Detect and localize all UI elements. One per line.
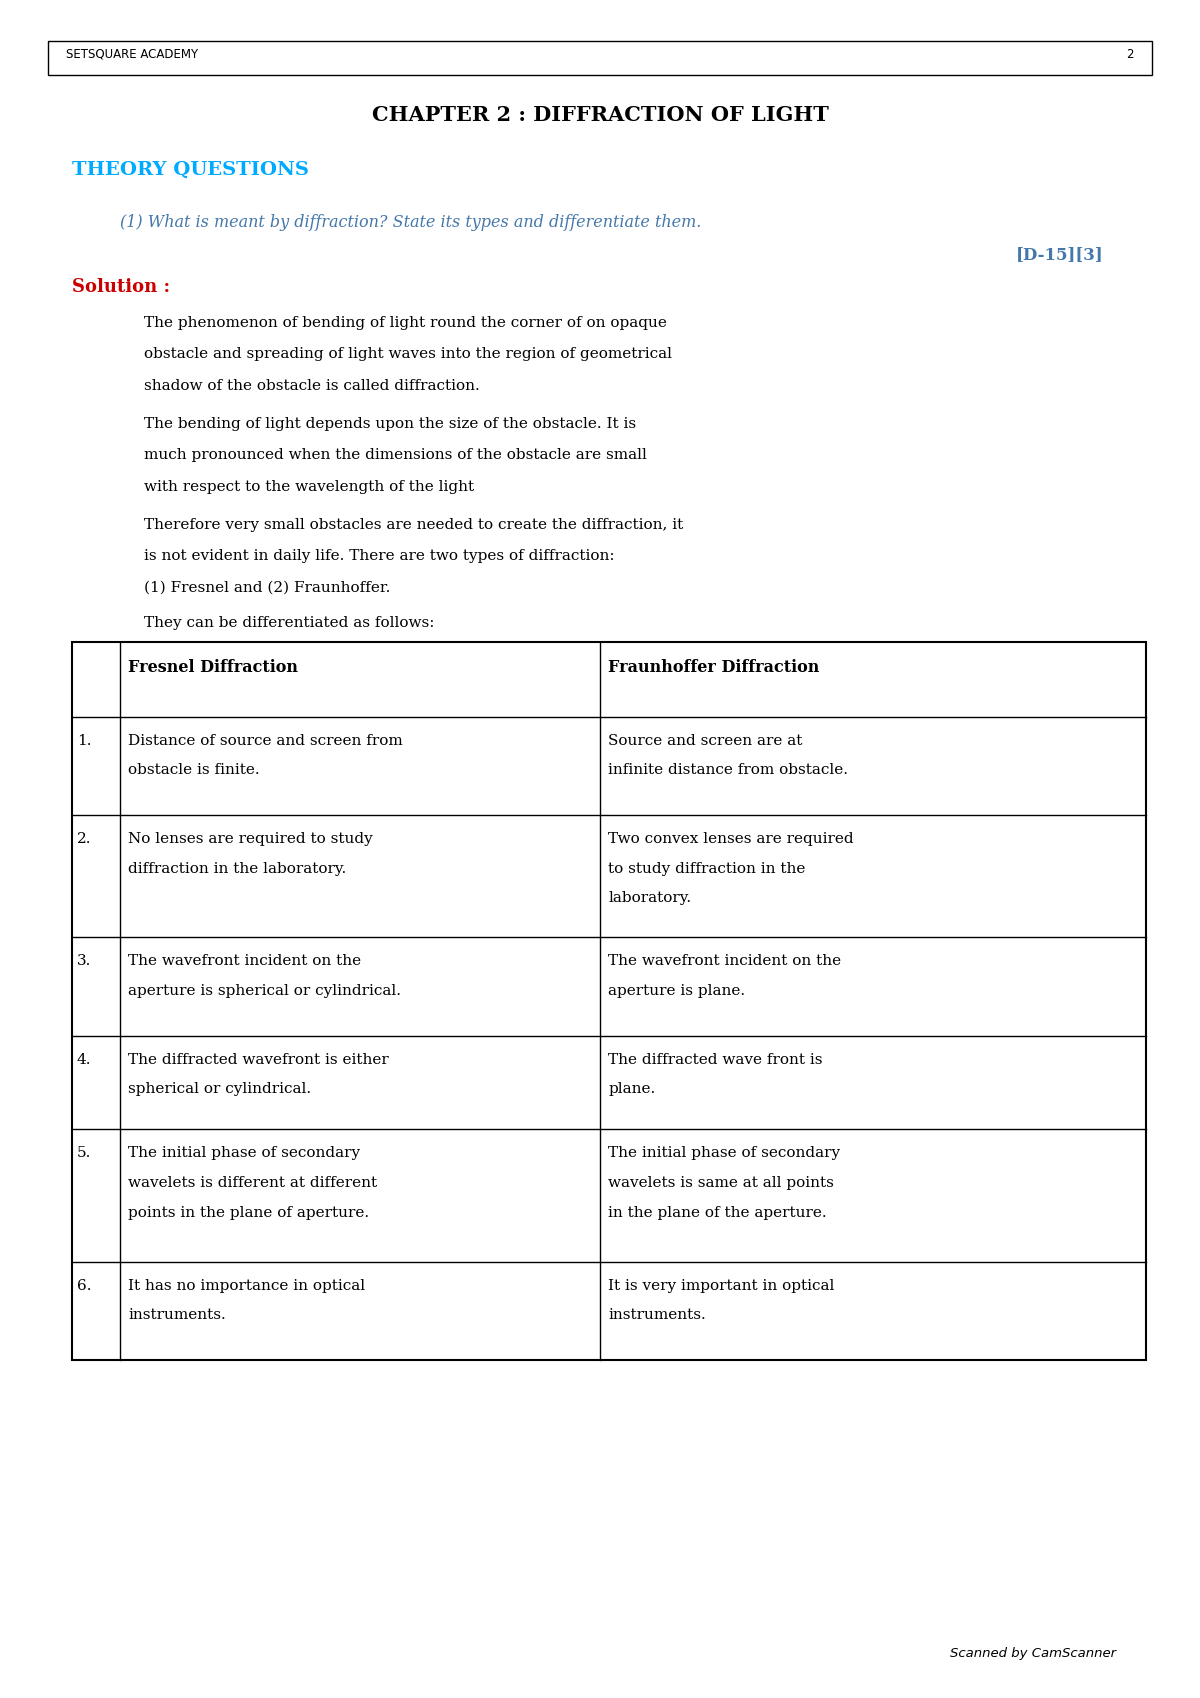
Text: in the plane of the aperture.: in the plane of the aperture. xyxy=(608,1206,827,1219)
Text: instruments.: instruments. xyxy=(128,1309,226,1323)
Text: Two convex lenses are required: Two convex lenses are required xyxy=(608,832,854,846)
Text: Distance of source and screen from: Distance of source and screen from xyxy=(128,734,403,747)
Text: [D-15][3]: [D-15][3] xyxy=(1016,246,1104,263)
Text: CHAPTER 2 : DIFFRACTION OF LIGHT: CHAPTER 2 : DIFFRACTION OF LIGHT xyxy=(372,105,828,126)
Text: instruments.: instruments. xyxy=(608,1309,706,1323)
Text: points in the plane of aperture.: points in the plane of aperture. xyxy=(128,1206,370,1219)
Text: Scanned by CamScanner: Scanned by CamScanner xyxy=(950,1647,1116,1661)
Text: They can be differentiated as follows:: They can be differentiated as follows: xyxy=(144,615,434,630)
Text: The initial phase of secondary: The initial phase of secondary xyxy=(128,1146,360,1160)
Text: laboratory.: laboratory. xyxy=(608,891,691,905)
Text: The initial phase of secondary: The initial phase of secondary xyxy=(608,1146,840,1160)
Text: with respect to the wavelength of the light: with respect to the wavelength of the li… xyxy=(144,479,474,494)
Text: (1) Fresnel and (2) Fraunhoffer.: (1) Fresnel and (2) Fraunhoffer. xyxy=(144,581,390,594)
Text: No lenses are required to study: No lenses are required to study xyxy=(128,832,373,846)
Text: The bending of light depends upon the size of the obstacle. It is: The bending of light depends upon the si… xyxy=(144,418,636,431)
Text: is not evident in daily life. There are two types of diffraction:: is not evident in daily life. There are … xyxy=(144,548,614,564)
Text: 6.: 6. xyxy=(77,1279,91,1292)
Text: aperture is spherical or cylindrical.: aperture is spherical or cylindrical. xyxy=(128,985,401,998)
Text: aperture is plane.: aperture is plane. xyxy=(608,985,745,998)
Text: The phenomenon of bending of light round the corner of on opaque: The phenomenon of bending of light round… xyxy=(144,316,667,329)
Text: 4.: 4. xyxy=(77,1053,91,1066)
Text: plane.: plane. xyxy=(608,1083,655,1097)
Text: The wavefront incident on the: The wavefront incident on the xyxy=(608,954,841,968)
FancyBboxPatch shape xyxy=(72,642,1146,1360)
Text: Therefore very small obstacles are needed to create the diffraction, it: Therefore very small obstacles are neede… xyxy=(144,518,683,531)
Text: to study diffraction in the: to study diffraction in the xyxy=(608,863,805,876)
Text: Fraunhoffer Diffraction: Fraunhoffer Diffraction xyxy=(608,659,820,676)
Text: wavelets is different at different: wavelets is different at different xyxy=(128,1177,378,1190)
Text: (1) What is meant by diffraction? State its types and differentiate them.: (1) What is meant by diffraction? State … xyxy=(120,214,701,231)
Text: It is very important in optical: It is very important in optical xyxy=(608,1279,835,1292)
Text: much pronounced when the dimensions of the obstacle are small: much pronounced when the dimensions of t… xyxy=(144,448,647,462)
Text: 2.: 2. xyxy=(77,832,91,846)
Text: Solution :: Solution : xyxy=(72,278,170,297)
Text: infinite distance from obstacle.: infinite distance from obstacle. xyxy=(608,764,848,778)
Text: 2: 2 xyxy=(1127,48,1134,61)
Text: SETSQUARE ACADEMY: SETSQUARE ACADEMY xyxy=(66,48,198,61)
Text: 3.: 3. xyxy=(77,954,91,968)
Text: 5.: 5. xyxy=(77,1146,91,1160)
Text: THEORY QUESTIONS: THEORY QUESTIONS xyxy=(72,161,308,180)
Text: The diffracted wavefront is either: The diffracted wavefront is either xyxy=(128,1053,389,1066)
Text: The wavefront incident on the: The wavefront incident on the xyxy=(128,954,361,968)
Text: obstacle and spreading of light waves into the region of geometrical: obstacle and spreading of light waves in… xyxy=(144,348,672,362)
Text: Source and screen are at: Source and screen are at xyxy=(608,734,803,747)
FancyBboxPatch shape xyxy=(48,41,1152,75)
Text: obstacle is finite.: obstacle is finite. xyxy=(128,764,260,778)
Text: shadow of the obstacle is called diffraction.: shadow of the obstacle is called diffrac… xyxy=(144,379,480,392)
Text: wavelets is same at all points: wavelets is same at all points xyxy=(608,1177,834,1190)
Text: spherical or cylindrical.: spherical or cylindrical. xyxy=(128,1083,312,1097)
Text: Fresnel Diffraction: Fresnel Diffraction xyxy=(128,659,299,676)
Text: The diffracted wave front is: The diffracted wave front is xyxy=(608,1053,823,1066)
Text: diffraction in the laboratory.: diffraction in the laboratory. xyxy=(128,863,347,876)
Text: It has no importance in optical: It has no importance in optical xyxy=(128,1279,366,1292)
Text: 1.: 1. xyxy=(77,734,91,747)
